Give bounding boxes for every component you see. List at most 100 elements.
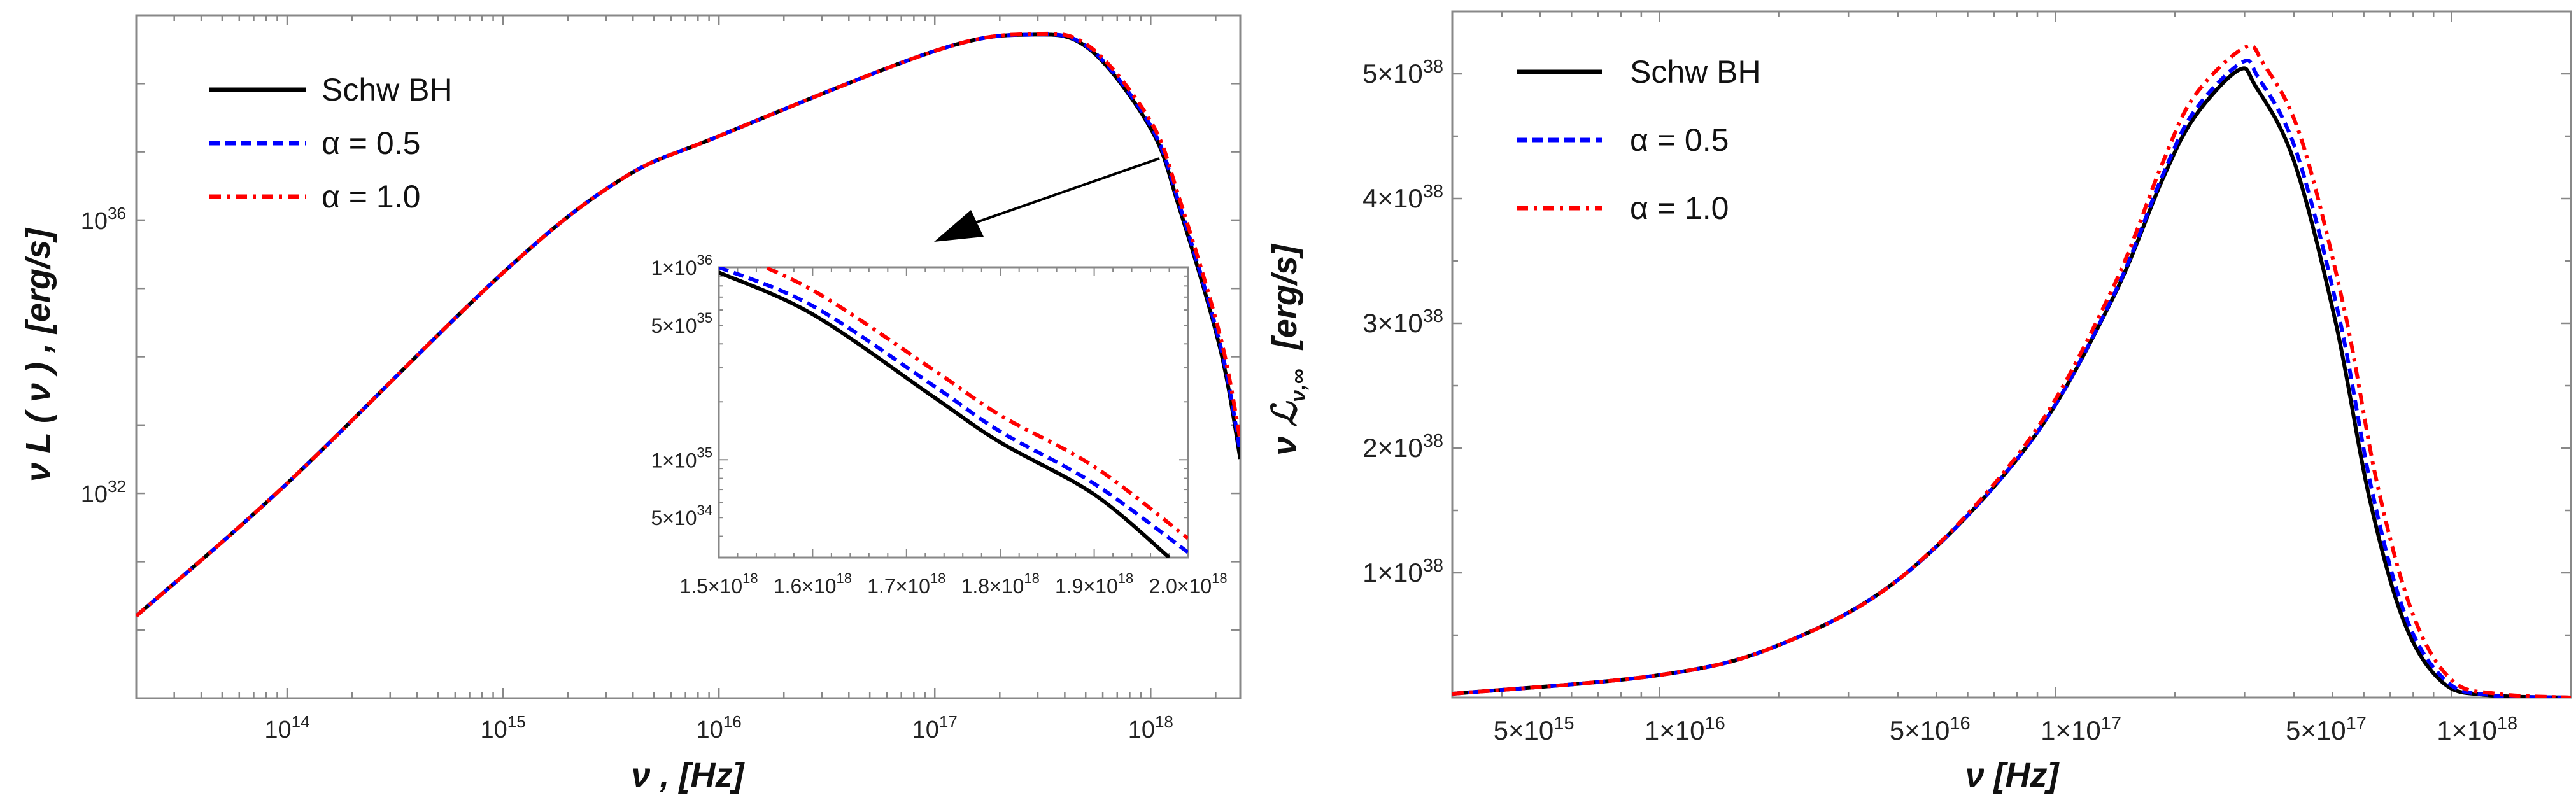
right-plot: 5×1015 1×1016 5×1016 1×1017 5×1017 1×10181×10… bbox=[1266, 10, 2572, 794]
x-tick-label: 1014 bbox=[264, 712, 309, 743]
tick-exponent: 17 bbox=[2101, 713, 2121, 734]
y-tick-label: 5×1038 bbox=[1362, 57, 1443, 88]
legend-label: Schw BH bbox=[1630, 54, 1761, 90]
tick-base: 3×10 bbox=[1362, 308, 1423, 338]
y-tick-label: 1032 bbox=[81, 477, 126, 508]
tick-base: 1×10 bbox=[651, 449, 697, 472]
tick-exponent: 32 bbox=[108, 477, 126, 496]
legend-entry: α = 1.0 bbox=[1517, 190, 1729, 226]
legend-label: α = 0.5 bbox=[1630, 122, 1729, 158]
y-axis-label: ν ℒν,∞ [erg/s] bbox=[1266, 243, 1310, 456]
inset-x-tick-label: 1.5×1018 bbox=[679, 570, 758, 598]
legend-entry: α = 1.0 bbox=[209, 179, 420, 214]
x-tick-label: 5×1015 bbox=[1494, 713, 1575, 745]
tick-base: 10 bbox=[1128, 717, 1155, 743]
inset-plot: 1.5×1018 1.6×1018 1.7×1018 1.8×1018 1.9×1018… bbox=[651, 252, 1227, 598]
x-tick-label: 1017 bbox=[912, 712, 958, 743]
inset-y-tick-label: 5×1034 bbox=[651, 502, 712, 530]
tick-base: 1.5×10 bbox=[679, 575, 742, 598]
tick-exponent: 34 bbox=[697, 502, 712, 518]
x-axis-label: ν [Hz] bbox=[1965, 756, 2060, 794]
tick-exponent: 18 bbox=[837, 570, 852, 586]
x-tick-label: 1015 bbox=[480, 712, 525, 743]
y-tick-label: 3×1038 bbox=[1362, 306, 1443, 338]
tick-base: 1.8×10 bbox=[961, 575, 1024, 598]
y-axis-label-main: ν ℒ bbox=[1266, 401, 1304, 456]
x-tick-label: 1018 bbox=[1128, 712, 1173, 743]
series-line-0 bbox=[719, 270, 1171, 558]
tick-exponent: 38 bbox=[1423, 181, 1443, 202]
y-axis-label-unit: [erg/s] bbox=[1266, 243, 1304, 351]
tick-base: 1×10 bbox=[1645, 715, 1705, 745]
tick-exponent: 16 bbox=[723, 712, 742, 731]
legend-label: α = 0.5 bbox=[322, 125, 420, 161]
tick-exponent: 16 bbox=[1950, 713, 1970, 734]
inset-x-tick-label: 1.6×1018 bbox=[774, 570, 852, 598]
tick-base: 10 bbox=[480, 717, 507, 743]
y-axis-label-subscript: ν,∞ bbox=[1286, 368, 1310, 402]
inset-y-tick-label: 5×1035 bbox=[651, 310, 712, 337]
tick-exponent: 35 bbox=[697, 444, 712, 460]
tick-base: 1.6×10 bbox=[774, 575, 837, 598]
x-tick-label: 1×1017 bbox=[2041, 713, 2121, 745]
tick-exponent: 36 bbox=[697, 252, 712, 268]
tick-base: 5×10 bbox=[1494, 715, 1554, 745]
tick-exponent: 18 bbox=[742, 570, 758, 586]
tick-exponent: 18 bbox=[1118, 570, 1133, 586]
series-line-1 bbox=[136, 32, 1240, 618]
inset-y-tick-label: 1×1035 bbox=[651, 444, 712, 472]
tick-exponent: 18 bbox=[1212, 570, 1227, 586]
tick-base: 2×10 bbox=[1362, 433, 1423, 463]
series-line-2 bbox=[760, 267, 1188, 540]
legend-entry: Schw BH bbox=[1517, 54, 1761, 90]
legend-label: Schw BH bbox=[322, 72, 453, 108]
inset-y-tick-label: 1×1036 bbox=[651, 252, 712, 279]
legend-label: α = 1.0 bbox=[322, 179, 420, 214]
x-tick-label: 1×1016 bbox=[1645, 713, 1725, 745]
series-line-1 bbox=[1452, 59, 2571, 698]
tick-exponent: 14 bbox=[292, 712, 310, 731]
tick-exponent: 38 bbox=[1423, 306, 1443, 326]
tick-base: 10 bbox=[912, 717, 939, 743]
y-tick-label: 4×1038 bbox=[1362, 181, 1443, 213]
tick-exponent: 38 bbox=[1423, 57, 1443, 77]
tick-base: 1.7×10 bbox=[867, 575, 930, 598]
tick-exponent: 38 bbox=[1423, 556, 1443, 576]
tick-exponent: 36 bbox=[108, 204, 126, 223]
legend-entry: α = 0.5 bbox=[1517, 122, 1729, 158]
tick-exponent: 17 bbox=[2346, 713, 2367, 734]
tick-base: 5×10 bbox=[1890, 715, 1950, 745]
tick-exponent: 18 bbox=[2497, 713, 2517, 734]
arrow-head-icon bbox=[934, 210, 984, 242]
tick-exponent: 15 bbox=[507, 712, 526, 731]
tick-exponent: 38 bbox=[1423, 431, 1443, 451]
tick-exponent: 18 bbox=[1024, 570, 1039, 586]
y-tick-label: 1×1038 bbox=[1362, 556, 1443, 587]
tick-base: 1×10 bbox=[2437, 715, 2497, 745]
tick-exponent: 15 bbox=[1553, 713, 1574, 734]
inset-x-tick-label: 1.8×1018 bbox=[961, 570, 1040, 598]
tick-exponent: 18 bbox=[1155, 712, 1173, 731]
x-tick-label: 5×1016 bbox=[1890, 713, 1971, 745]
tick-exponent: 18 bbox=[930, 570, 945, 586]
y-tick-label: 1036 bbox=[81, 204, 126, 235]
tick-base: 1.9×10 bbox=[1055, 575, 1118, 598]
inset-x-tick-label: 1.7×1018 bbox=[867, 570, 945, 598]
series-line-2 bbox=[1452, 43, 2571, 698]
tick-base: 1×10 bbox=[651, 256, 697, 279]
tick-base: 10 bbox=[81, 208, 108, 235]
plot-frame bbox=[1451, 10, 2572, 699]
inset-x-tick-label: 2.0×1018 bbox=[1149, 570, 1227, 598]
tick-base: 10 bbox=[264, 717, 291, 743]
legend-entry: α = 0.5 bbox=[209, 125, 420, 161]
tick-exponent: 16 bbox=[1705, 713, 1725, 734]
tick-base: 5×10 bbox=[651, 314, 697, 337]
tick-base: 1×10 bbox=[1362, 558, 1423, 587]
legend-label: α = 1.0 bbox=[1630, 190, 1729, 226]
x-axis-label: ν , [Hz] bbox=[631, 756, 745, 794]
series-line-2 bbox=[136, 31, 1240, 618]
y-axis-label: ν L ( ν ) , [erg/s] bbox=[19, 227, 57, 482]
tick-base: 5×10 bbox=[2286, 715, 2346, 745]
